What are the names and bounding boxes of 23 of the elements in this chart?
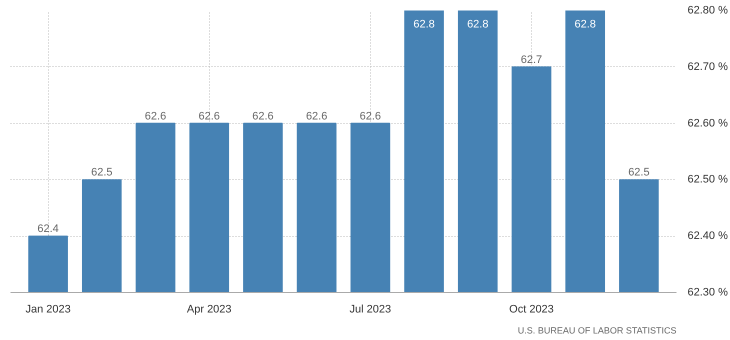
- data-label: 62.6: [198, 110, 220, 122]
- data-label: 62.6: [252, 110, 274, 122]
- y-tick-label: 62.80 %: [688, 4, 728, 16]
- x-tick-label: Jan 2023: [25, 304, 71, 316]
- data-label: 62.6: [306, 110, 328, 122]
- data-label: 62.6: [360, 110, 382, 122]
- data-label: 62.8: [467, 18, 488, 31]
- y-tick-label: 62.30 %: [688, 286, 728, 298]
- data-label: 62.8: [574, 18, 596, 31]
- data-label: 62.5: [91, 166, 113, 179]
- x-tick-label: Apr 2023: [186, 304, 232, 316]
- data-label: 62.8: [413, 18, 435, 31]
- data-label: 62.5: [628, 166, 650, 179]
- y-tick-label: 62.50 %: [688, 174, 728, 186]
- data-label: 62.6: [144, 110, 166, 122]
- y-tick-label: 62.70 %: [688, 60, 728, 73]
- text: U.S. BUREAU OF LABOR STATISTICS: [518, 326, 677, 336]
- x-tick-label: Oct 2023: [509, 304, 554, 316]
- y-tick-label: 62.40 %: [688, 230, 728, 242]
- data-label: 62.4: [37, 223, 59, 236]
- data-label: 62.7: [520, 54, 542, 66]
- x-tick-label: Jul 2023: [350, 304, 392, 316]
- y-tick-label: 62.60 %: [688, 117, 728, 130]
